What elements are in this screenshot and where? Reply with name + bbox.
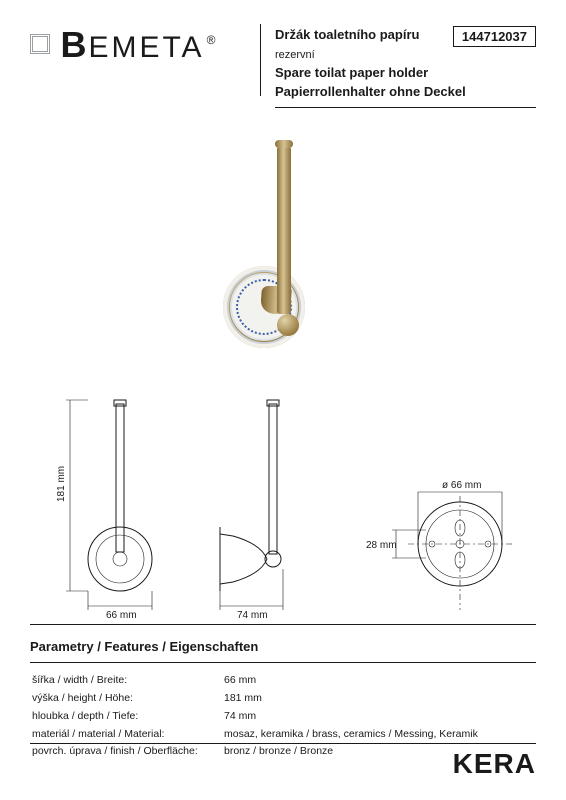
registered-mark: ® — [207, 33, 218, 47]
title-block: 144712037 Držák toaletního papíru rezerv… — [275, 24, 536, 108]
header-rule — [275, 107, 536, 108]
param-label: hloubka / depth / Tiefe: — [32, 709, 222, 725]
params-heading: Parametry / Features / Eigenschaften — [30, 639, 536, 654]
dim-diameter: ø 66 mm — [442, 480, 481, 491]
param-label: materiál / material / Material: — [32, 727, 222, 743]
params-rule-top — [30, 624, 536, 625]
brand-logo: BEMETA® — [30, 24, 246, 66]
param-label: šířka / width / Breite: — [32, 673, 222, 689]
dim-width: 66 mm — [106, 610, 137, 621]
dim-spacing: 28 mm — [366, 540, 397, 551]
dim-depth: 74 mm — [237, 610, 268, 621]
brand-wordmark: BEMETA® — [60, 24, 217, 66]
front-view: 181 mm 66 mm — [56, 400, 152, 621]
param-value: mosaz, keramika / brass, ceramics / Mess… — [224, 727, 534, 743]
finial-ball — [277, 314, 299, 336]
table-row: šířka / width / Breite:66 mm — [32, 673, 534, 689]
drawings-svg: 181 mm 66 mm 74 mm — [30, 384, 536, 624]
table-row: materiál / material / Material:mosaz, ke… — [32, 727, 534, 743]
product-code: 144712037 — [453, 26, 536, 47]
dim-height: 181 mm — [56, 466, 67, 502]
series-name: KERA — [30, 748, 536, 780]
post-cap — [275, 140, 293, 148]
param-label: výška / height / Höhe: — [32, 691, 222, 707]
vertical-post — [277, 144, 291, 314]
table-row: výška / height / Höhe:181 mm — [32, 691, 534, 707]
header: BEMETA® 144712037 Držák toaletního papír… — [30, 24, 536, 108]
side-view: 74 mm — [220, 400, 283, 621]
footer-rule — [30, 743, 536, 744]
technical-drawings: 181 mm 66 mm 74 mm — [30, 384, 536, 624]
product-photo — [30, 118, 536, 378]
logo-mark-icon — [30, 34, 50, 54]
param-value: 181 mm — [224, 691, 534, 707]
param-value: 66 mm — [224, 673, 534, 689]
holder-illustration — [223, 138, 343, 358]
param-value: 74 mm — [224, 709, 534, 725]
params-rule-mid — [30, 662, 536, 663]
footer: KERA — [30, 743, 536, 780]
title-en: Spare toilat paper holder — [275, 64, 536, 83]
table-row: hloubka / depth / Tiefe:74 mm — [32, 709, 534, 725]
header-divider — [260, 24, 261, 96]
title-de: Papierrollenhalter ohne Deckel — [275, 83, 536, 102]
mount-view: ø 66 mm 28 mm — [366, 480, 512, 610]
